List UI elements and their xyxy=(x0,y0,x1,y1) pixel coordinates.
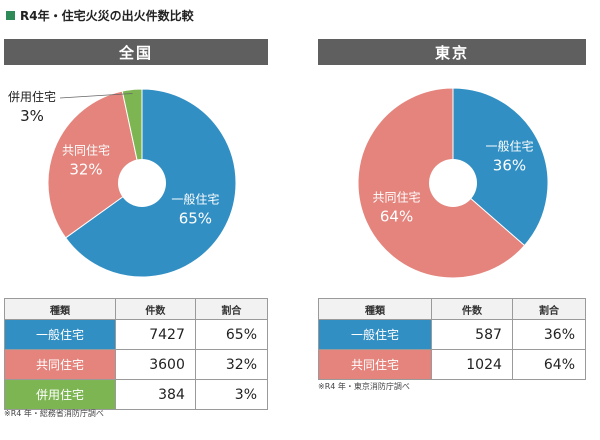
ratio-cell: 65% xyxy=(194,319,269,350)
category-cell-general: 一般住宅 xyxy=(318,319,432,350)
slice-percent-mixed: 3% xyxy=(20,107,44,125)
slice-label-general: 一般住宅 xyxy=(171,191,219,206)
column-header-ratio: 割合 xyxy=(194,298,269,320)
slice-label-general: 一般住宅 xyxy=(485,138,533,153)
panel-header-nationwide-label: 全国 xyxy=(118,43,153,62)
pie-slice-mixed xyxy=(121,88,143,184)
pie-slice-general xyxy=(452,87,549,247)
table-header-row: 種類 件数 割合 xyxy=(318,298,587,320)
page-title-text: R4年・住宅火災の出火件数比較 xyxy=(20,8,194,23)
ratio-cell: 64% xyxy=(511,349,587,380)
category-cell-shared: 共同住宅 xyxy=(318,349,432,380)
count-cell: 3600 xyxy=(115,349,196,380)
slice-percent-shared: 32% xyxy=(69,160,102,178)
column-header-count: 件数 xyxy=(115,298,196,320)
count-cell: 1024 xyxy=(431,349,513,380)
slice-percent-shared: 64% xyxy=(380,208,413,226)
column-header-count: 件数 xyxy=(431,298,513,320)
panel-header-nationwide: 全国 xyxy=(4,39,268,65)
source-note-tokyo: ※R4 年・東京消防庁調べ xyxy=(318,382,410,391)
pie-chart-tokyo: 一般住宅 36% 共同住宅 64% xyxy=(357,87,549,279)
count-cell: 587 xyxy=(431,319,513,350)
panel-header-tokyo-label: 東京 xyxy=(434,43,469,62)
pie-slice-shared xyxy=(47,90,143,239)
table-row: 併用住宅 384 3% xyxy=(4,379,269,410)
page-title: R4年・住宅火災の出火件数比較 xyxy=(6,6,194,24)
pie-center-hole xyxy=(118,159,166,207)
ratio-cell: 3% xyxy=(194,379,269,410)
category-cell-general: 一般住宅 xyxy=(4,319,116,350)
count-cell: 384 xyxy=(115,379,196,410)
table-header-row: 種類 件数 割合 xyxy=(4,298,269,320)
table-row: 共同住宅 3600 32% xyxy=(4,349,269,380)
slice-percent-general: 65% xyxy=(179,209,212,227)
category-cell-mixed: 併用住宅 xyxy=(4,379,116,410)
slice-label-shared: 共同住宅 xyxy=(62,142,110,157)
stats-table-tokyo: 種類 件数 割合 一般住宅 587 36% 共同住宅 1024 64% xyxy=(318,298,587,380)
source-note-nationwide: ※R4 年・総務省消防庁調べ xyxy=(4,409,104,418)
ratio-cell: 36% xyxy=(511,319,587,350)
column-header-type: 種類 xyxy=(4,298,116,320)
stats-table-nationwide: 種類 件数 割合 一般住宅 7427 65% 共同住宅 3600 32% 併用住… xyxy=(4,298,269,410)
title-marker-icon xyxy=(6,10,15,20)
category-cell-shared: 共同住宅 xyxy=(4,349,116,380)
slice-label-mixed: 併用住宅 xyxy=(8,89,56,104)
leader-line-mixed xyxy=(59,93,133,99)
table-row: 一般住宅 7427 65% xyxy=(4,319,269,350)
table-row: 共同住宅 1024 64% xyxy=(318,349,587,380)
column-header-type: 種類 xyxy=(318,298,432,320)
column-header-ratio: 割合 xyxy=(511,298,587,320)
count-cell: 7427 xyxy=(115,319,196,350)
slice-label-shared: 共同住宅 xyxy=(373,190,421,205)
ratio-cell: 32% xyxy=(194,349,269,380)
panel-header-tokyo: 東京 xyxy=(318,39,586,65)
pie-chart-nationwide: 一般住宅 65% 共同住宅 32% 併用住宅 3% xyxy=(8,88,237,278)
pie-center-hole xyxy=(429,159,477,207)
slice-percent-general: 36% xyxy=(493,156,526,174)
table-row: 一般住宅 587 36% xyxy=(318,319,587,350)
